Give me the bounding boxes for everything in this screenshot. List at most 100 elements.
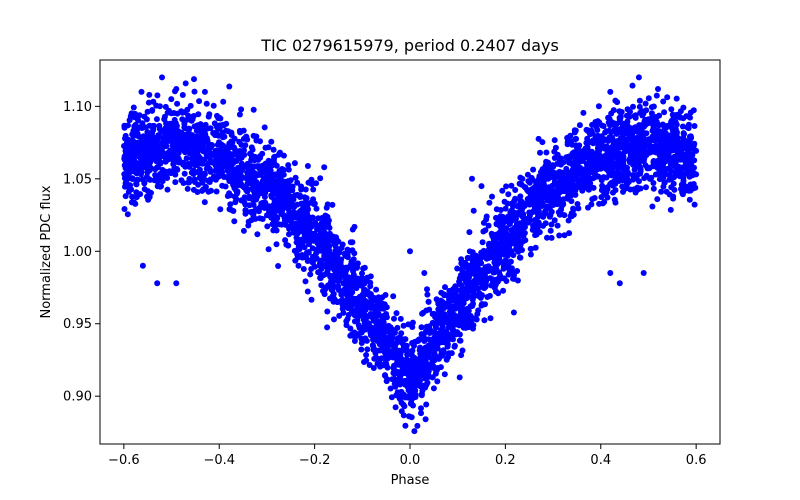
data-point [598, 194, 605, 201]
data-point [265, 144, 272, 151]
data-point [671, 186, 678, 193]
data-point [290, 214, 297, 221]
data-point [139, 125, 146, 131]
data-point [336, 312, 343, 319]
data-point [122, 143, 129, 150]
data-point [565, 217, 572, 224]
data-point [126, 170, 132, 177]
data-point [396, 356, 403, 363]
data-point [317, 247, 323, 254]
data-point [620, 188, 626, 195]
data-point [548, 234, 555, 241]
data-point [600, 158, 607, 165]
data-point [283, 204, 290, 211]
data-point [250, 212, 257, 219]
data-point [129, 193, 136, 200]
data-point [370, 365, 377, 371]
data-point [213, 188, 220, 195]
data-point [319, 241, 326, 248]
data-point [450, 297, 457, 304]
data-point [380, 319, 387, 326]
data-point [494, 276, 501, 283]
data-point [327, 264, 334, 271]
data-point [623, 184, 630, 191]
data-point [679, 123, 686, 130]
data-point [481, 317, 488, 324]
data-point [575, 184, 581, 191]
data-point [681, 131, 688, 137]
data-point [682, 159, 689, 165]
data-point [486, 199, 493, 206]
data-point [642, 152, 648, 159]
data-point [656, 135, 663, 142]
data-point [349, 239, 356, 246]
data-point [291, 160, 298, 167]
data-point [661, 109, 668, 116]
data-point [550, 193, 557, 199]
data-point [324, 308, 331, 315]
data-point [126, 163, 133, 169]
data-point [410, 340, 417, 347]
data-point [686, 183, 693, 190]
data-point [495, 216, 502, 223]
data-point [618, 170, 624, 177]
data-point [549, 162, 556, 169]
data-point [483, 213, 490, 220]
data-point [637, 129, 644, 136]
data-point [687, 109, 694, 116]
data-point [146, 91, 153, 98]
data-point [129, 131, 136, 138]
data-point [368, 329, 375, 336]
data-point [251, 180, 257, 187]
data-point [441, 311, 448, 318]
data-point [393, 310, 400, 317]
data-point [304, 288, 311, 295]
data-point [319, 215, 325, 221]
data-point [586, 184, 593, 190]
data-point [286, 231, 292, 238]
data-point [371, 355, 378, 362]
data-point [313, 205, 320, 212]
data-point [652, 144, 659, 151]
data-point [213, 123, 220, 130]
data-point [619, 177, 626, 184]
data-point [303, 195, 310, 202]
data-point [143, 116, 150, 123]
data-point [447, 334, 454, 341]
data-point [579, 177, 586, 184]
x-tick-label: 0.0 [400, 453, 421, 468]
data-point [458, 352, 465, 359]
data-point [464, 305, 471, 312]
data-point [569, 185, 575, 192]
data-point [340, 302, 347, 309]
data-point [580, 109, 587, 116]
y-axis-ticks: 0.90 0.95 1.00 1.05 1.10 [63, 100, 100, 405]
data-point [139, 120, 146, 127]
data-point [280, 166, 287, 173]
outlier-point [655, 86, 661, 92]
data-point [402, 393, 409, 400]
data-point [259, 162, 266, 169]
data-point [590, 140, 597, 147]
data-point [673, 95, 680, 102]
data-point [406, 413, 412, 420]
data-point [491, 269, 498, 276]
data-point [275, 189, 282, 196]
data-point [538, 172, 545, 179]
data-point [633, 151, 640, 158]
data-point [121, 162, 128, 169]
data-point [482, 227, 489, 234]
data-point [202, 138, 209, 145]
data-point [613, 178, 620, 184]
data-point [354, 301, 360, 308]
data-point [680, 115, 687, 122]
data-point [142, 151, 148, 158]
data-point [549, 188, 555, 195]
data-point [231, 218, 238, 225]
data-point [324, 213, 331, 220]
data-point [170, 139, 177, 146]
data-point [643, 130, 650, 137]
data-point [542, 220, 549, 227]
data-point [653, 129, 659, 136]
data-point [607, 155, 614, 162]
